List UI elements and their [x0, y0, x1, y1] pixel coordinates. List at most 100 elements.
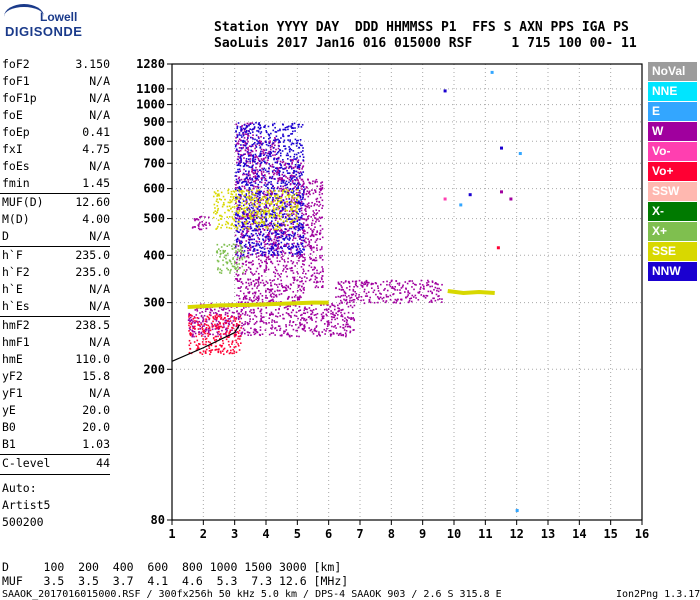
echo-point [281, 213, 284, 216]
echo-point [291, 132, 294, 135]
echo-point [250, 166, 252, 169]
echo-point [254, 330, 257, 332]
echo-point [304, 280, 307, 283]
echo-point [232, 323, 235, 326]
echo-point [256, 156, 258, 158]
echo-point [340, 315, 342, 317]
echo-point [268, 300, 270, 303]
echo-point [339, 296, 342, 298]
echo-point [274, 167, 277, 170]
echo-point [245, 202, 248, 205]
echo-point [257, 136, 260, 138]
echo-point [412, 282, 414, 285]
echo-point [274, 224, 276, 227]
echo-point [289, 213, 292, 216]
echo-point [287, 233, 290, 236]
echo-point [363, 281, 366, 284]
echo-point [209, 353, 211, 356]
echo-point [266, 194, 269, 197]
echo-point [214, 341, 217, 344]
echo-point [250, 213, 253, 215]
echo-point [272, 332, 275, 334]
echo-point [242, 212, 244, 214]
echo-point [277, 240, 279, 242]
echo-point [277, 199, 279, 202]
echo-point [301, 285, 303, 288]
echo-point [272, 142, 274, 144]
echo-point [304, 312, 306, 315]
echo-point [285, 180, 288, 183]
echo-point [295, 249, 298, 251]
echo-point [274, 126, 276, 129]
echo-point [259, 292, 262, 295]
echo-point [315, 239, 318, 242]
echo-point [276, 247, 279, 249]
echo-point [255, 256, 258, 258]
echo-point [245, 131, 248, 133]
echo-point [245, 194, 247, 197]
echo-point [303, 324, 305, 327]
echo-point [313, 223, 316, 225]
echo-point [289, 206, 292, 209]
echo-point [261, 261, 263, 264]
echo-point [280, 224, 283, 227]
echo-point [297, 139, 299, 142]
echo-point [237, 196, 239, 198]
echo-point [264, 251, 267, 254]
echo-point [272, 124, 274, 127]
echo-point [314, 259, 316, 262]
echo-point [296, 290, 299, 292]
echo-point [297, 216, 299, 219]
echo-point [219, 322, 221, 324]
echo-point [277, 180, 279, 183]
echo-point [306, 244, 309, 247]
echo-point [194, 219, 196, 222]
echo-point [373, 301, 376, 304]
echo-point [277, 196, 279, 198]
echo-point [258, 197, 260, 200]
echo-point [279, 176, 281, 179]
echo-point [256, 267, 259, 270]
echo-point [297, 204, 299, 207]
y-tick-label: 500 [143, 212, 165, 226]
echo-point [248, 315, 251, 317]
echo-point [247, 149, 250, 151]
autoscale-code: 500200 [2, 515, 44, 529]
echo-point [302, 239, 305, 242]
param-separator [0, 474, 110, 475]
echo-point [393, 288, 396, 290]
echo-point [208, 216, 210, 219]
echo-point [243, 153, 245, 156]
echo-point [209, 224, 211, 226]
echo-point [252, 331, 255, 334]
echo-point [441, 301, 443, 303]
echo-point [228, 323, 231, 326]
echo-point [258, 233, 261, 236]
echo-point [274, 275, 276, 278]
echo-point [309, 246, 312, 249]
echo-point [266, 229, 269, 232]
echo-point [227, 307, 229, 310]
echo-point [234, 262, 236, 264]
echo-point [268, 137, 270, 140]
echo-point [355, 280, 358, 283]
echo-point [239, 277, 242, 280]
echo-point [285, 198, 288, 200]
echo-point [218, 193, 220, 195]
echo-point [423, 295, 425, 298]
echo-point [230, 227, 233, 230]
echo-point [270, 202, 273, 205]
x-tick-label: 1 [168, 527, 175, 541]
echo-point [208, 350, 211, 352]
echo-point [271, 326, 274, 328]
echo-point [294, 304, 297, 307]
echo-point [427, 281, 430, 283]
echo-point [241, 181, 244, 184]
echo-point [237, 171, 239, 173]
echo-point [255, 206, 257, 208]
echo-point [427, 279, 429, 282]
echo-point [302, 288, 305, 290]
echo-point [289, 147, 291, 150]
echo-point [282, 175, 285, 177]
echo-point [333, 333, 335, 335]
